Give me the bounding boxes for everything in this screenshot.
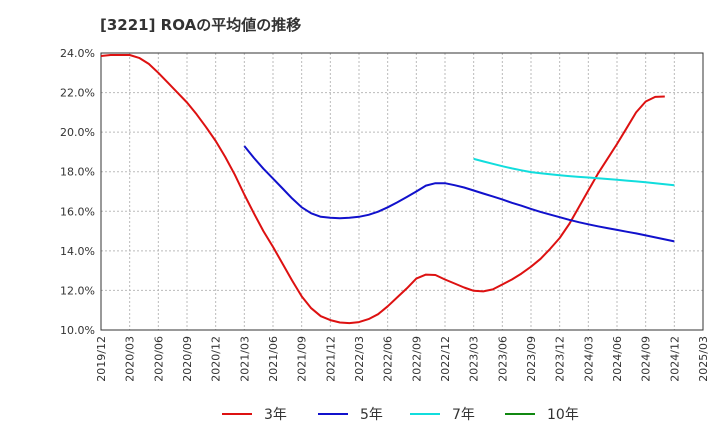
series-line-3年 [100, 54, 665, 325]
legend-label-10年: 10年 [547, 407, 579, 423]
y-tick-label: 20.0% [60, 126, 95, 139]
y-tick-label: 16.0% [60, 205, 95, 218]
x-tick-label: 2024/09 [640, 336, 653, 382]
series-line-5年 [243, 145, 675, 243]
series-lines [100, 54, 675, 325]
x-tick-label: 2021/12 [324, 336, 337, 382]
x-tick-label: 2025/03 [697, 336, 710, 382]
x-tick-label: 2023/06 [496, 336, 509, 382]
x-tick-label: 2021/09 [296, 336, 309, 382]
x-tick-label: 2021/06 [267, 336, 280, 382]
x-tick-label: 2022/06 [382, 336, 395, 382]
y-tick-label: 18.0% [60, 166, 95, 179]
x-tick-label: 2019/12 [95, 336, 108, 382]
x-tick-label: 2024/12 [668, 336, 681, 382]
legend-label-5年: 5年 [360, 407, 383, 423]
x-tick-label: 2020/12 [210, 336, 223, 382]
chart-title: [3221] ROAの平均値の推移 [100, 16, 302, 34]
series-line-7年 [473, 157, 675, 187]
plot-border [100, 52, 704, 331]
x-tick-label: 2024/06 [611, 336, 624, 382]
y-tick-label: 22.0% [60, 87, 95, 100]
x-tick-label: 2022/12 [439, 336, 452, 382]
grid [100, 52, 704, 331]
x-tick-label: 2022/03 [353, 336, 366, 382]
legend-label-3年: 3年 [264, 407, 287, 423]
x-tick-label: 2023/03 [468, 336, 481, 382]
x-tick-label: 2020/06 [152, 336, 165, 382]
x-axis-ticks: 2019/12 2020/03 2020/06 2020/09 2020/12 2021/… [95, 336, 710, 382]
legend-label-7年: 7年 [452, 407, 475, 423]
plot-area [101, 53, 703, 330]
y-tick-label: 10.0% [60, 324, 95, 337]
legend: 3年 5年 7年 10年 [222, 407, 579, 423]
axes [100, 52, 704, 331]
y-axis-ticks: 10.0% 12.0% 14.0% 16.0% 18.0% 20.0% 22.0% 24.0% [60, 47, 95, 337]
y-tick-label: 12.0% [60, 284, 95, 297]
y-tick-label: 24.0% [60, 47, 95, 60]
x-tick-label: 2020/09 [181, 336, 194, 382]
x-tick-label: 2020/03 [124, 336, 137, 382]
x-tick-label: 2022/09 [410, 336, 423, 382]
x-tick-label: 2023/09 [525, 336, 538, 382]
x-tick-label: 2024/03 [582, 336, 595, 382]
x-tick-label: 2021/03 [238, 336, 251, 382]
x-tick-label: 2023/12 [554, 336, 567, 382]
y-tick-label: 14.0% [60, 245, 95, 258]
